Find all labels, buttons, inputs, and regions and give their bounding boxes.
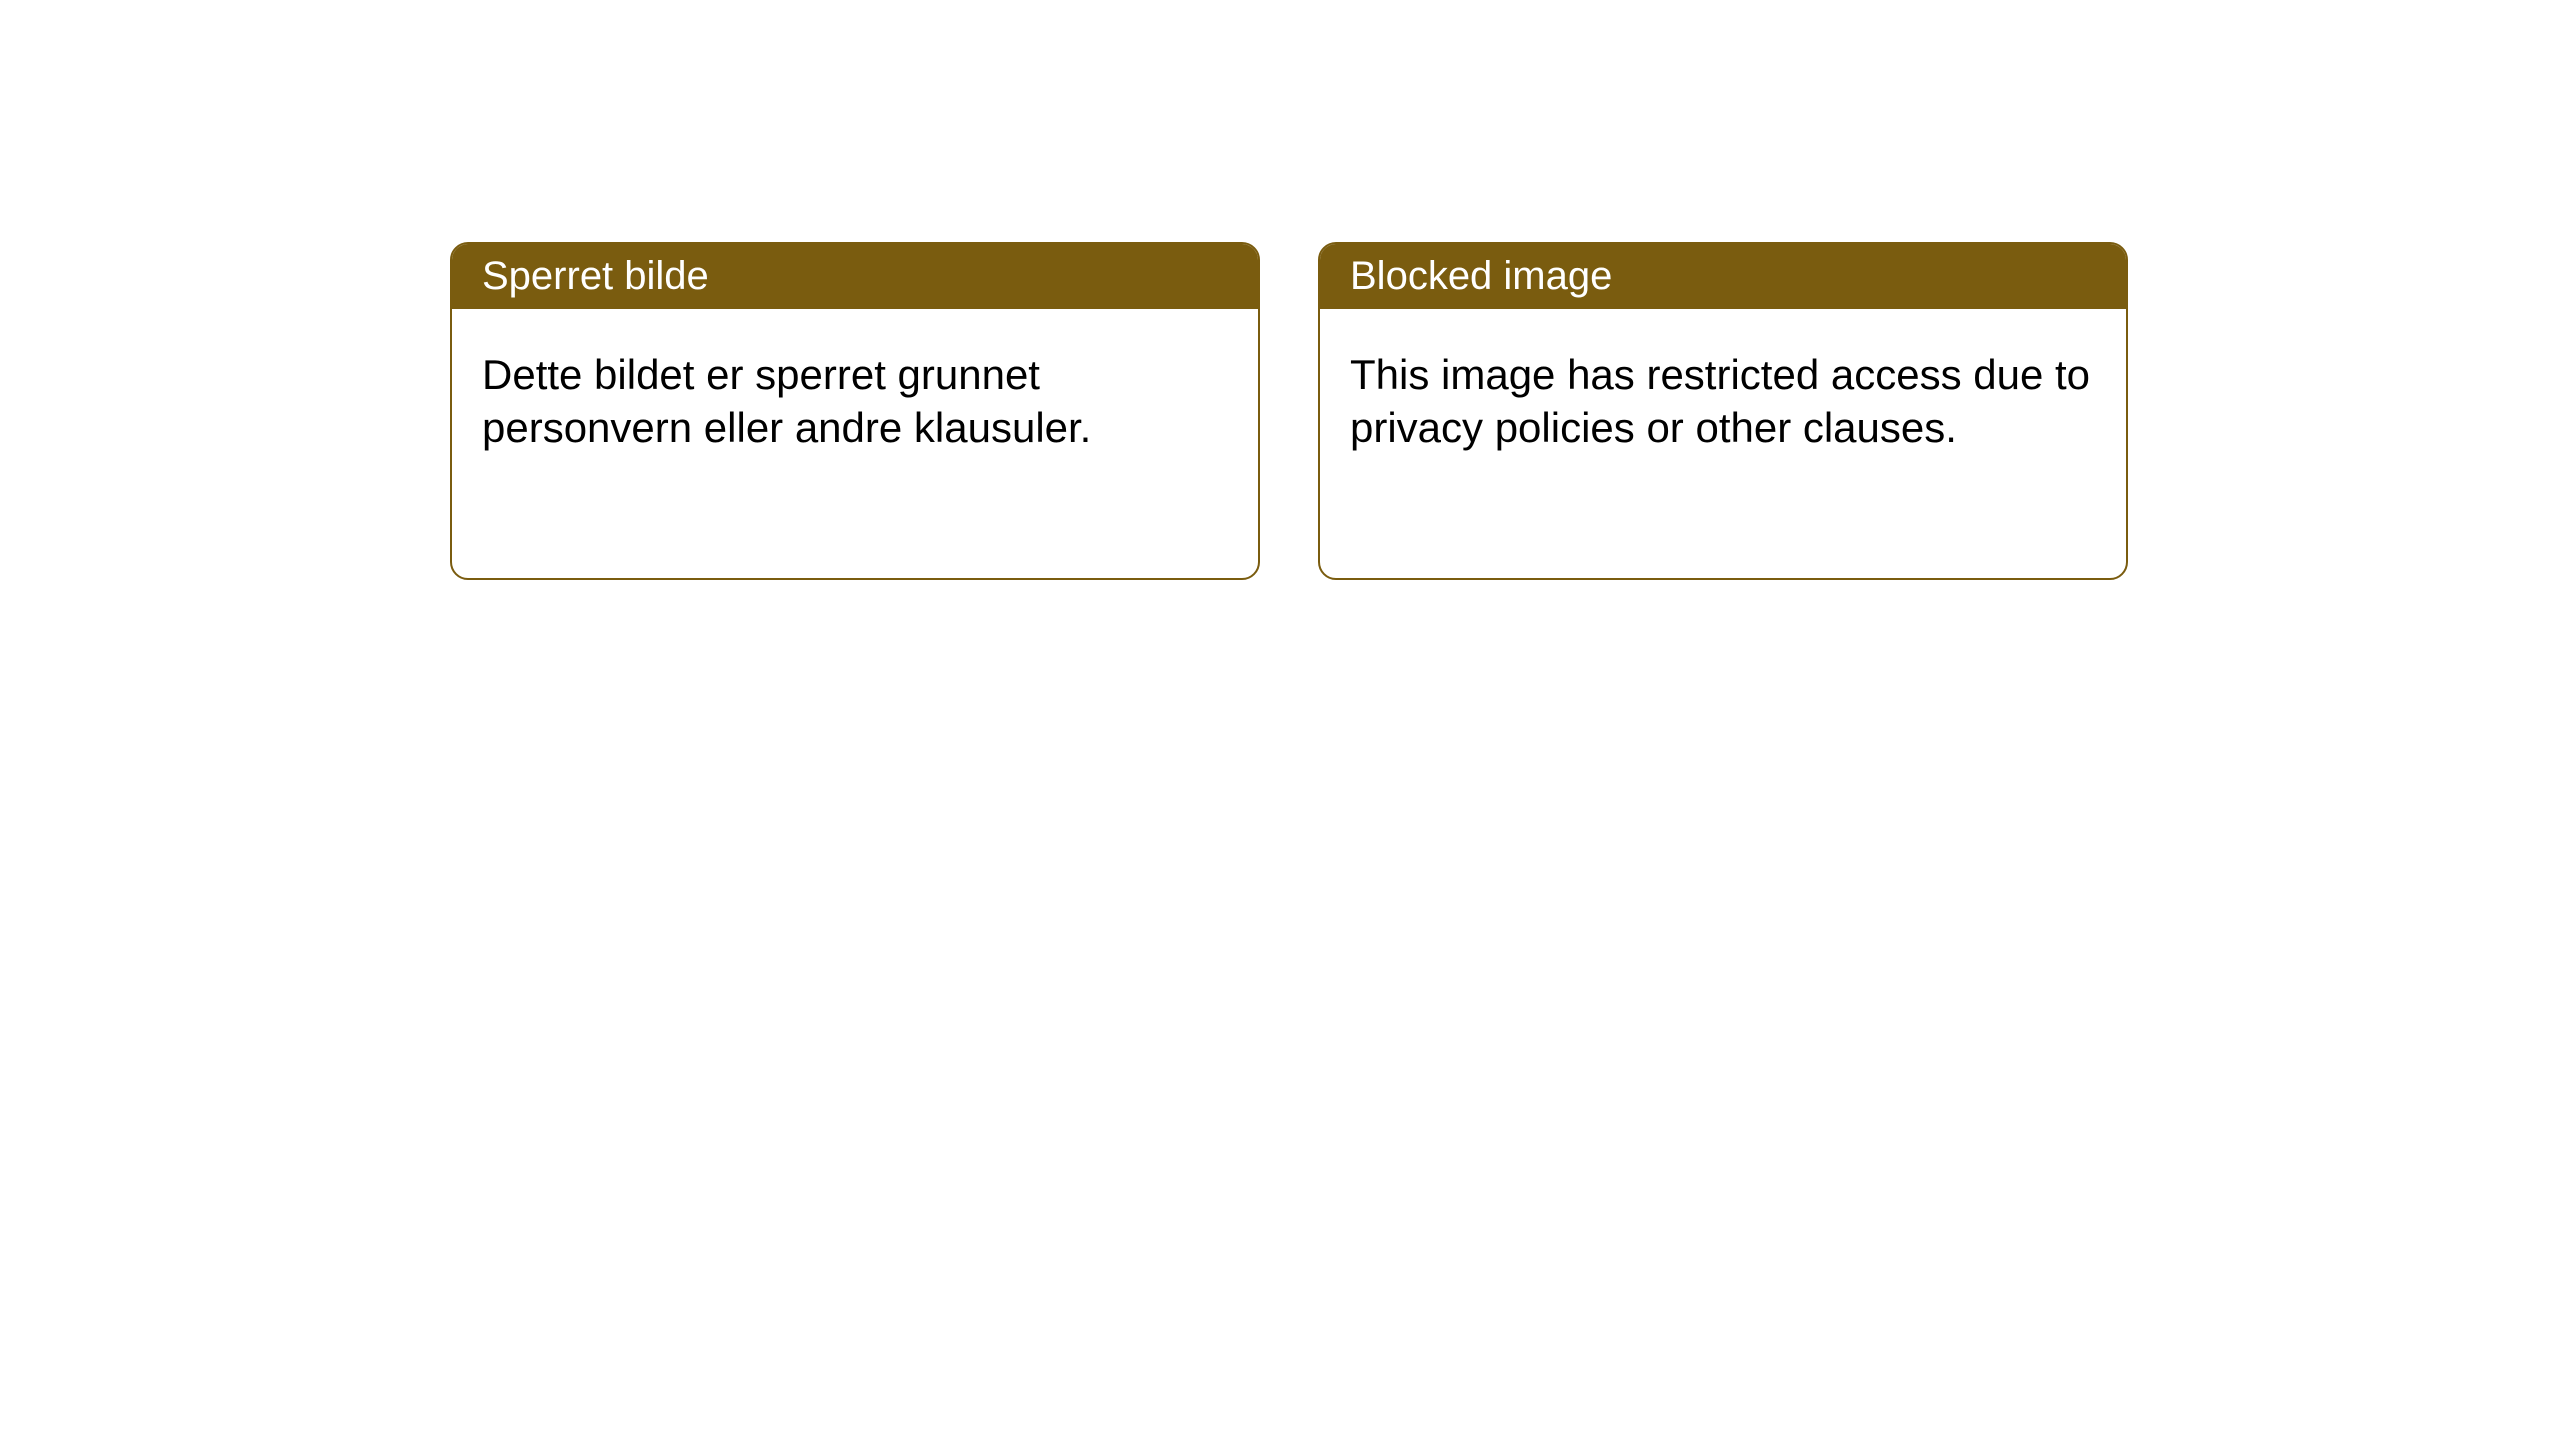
blocked-image-card-en: Blocked image This image has restricted … [1318,242,2128,580]
blocked-image-card-no: Sperret bilde Dette bildet er sperret gr… [450,242,1260,580]
card-header-en: Blocked image [1320,244,2126,309]
card-body-en: This image has restricted access due to … [1320,309,2126,494]
cards-container: Sperret bilde Dette bildet er sperret gr… [450,242,2128,580]
card-body-no: Dette bildet er sperret grunnet personve… [452,309,1258,494]
card-header-no: Sperret bilde [452,244,1258,309]
